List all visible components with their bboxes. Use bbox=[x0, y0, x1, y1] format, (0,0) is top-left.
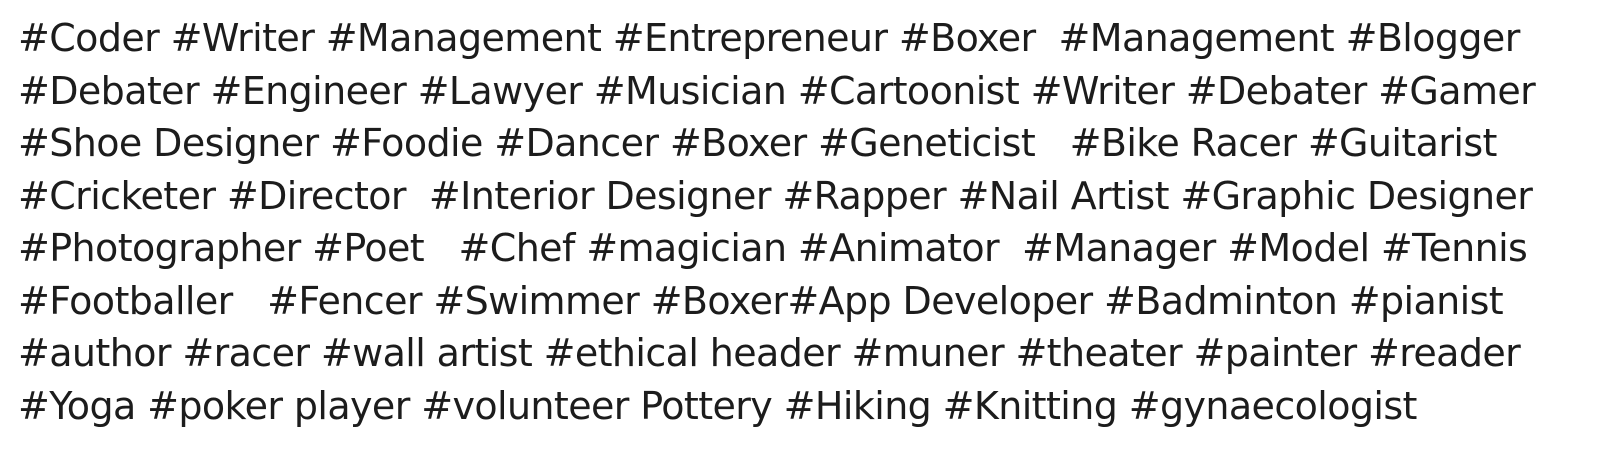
tag-line: #Debater #Engineer #Lawyer #Musician #Ca… bbox=[18, 68, 1536, 113]
tag-line: #Coder #Writer #Management #Entrepreneur… bbox=[18, 16, 1520, 60]
tag-line: #Cricketer #Director #Interior Designer … bbox=[18, 173, 1533, 218]
tag-line: #Footballer #Fencer #Swimmer #Boxer#App … bbox=[18, 278, 1504, 323]
hashtag-text-block: #Coder #Writer #Management #Entrepreneur… bbox=[18, 12, 1613, 432]
tag-line: #Yoga #poker player #volunteer Pottery #… bbox=[18, 383, 1417, 428]
tag-line: #Photographer #Poet #Chef #magician #Ani… bbox=[18, 226, 1528, 270]
tag-line: #author #racer #wall artist #ethical hea… bbox=[18, 331, 1521, 375]
tag-line: #Shoe Designer #Foodie #Dancer #Boxer #G… bbox=[18, 121, 1497, 165]
